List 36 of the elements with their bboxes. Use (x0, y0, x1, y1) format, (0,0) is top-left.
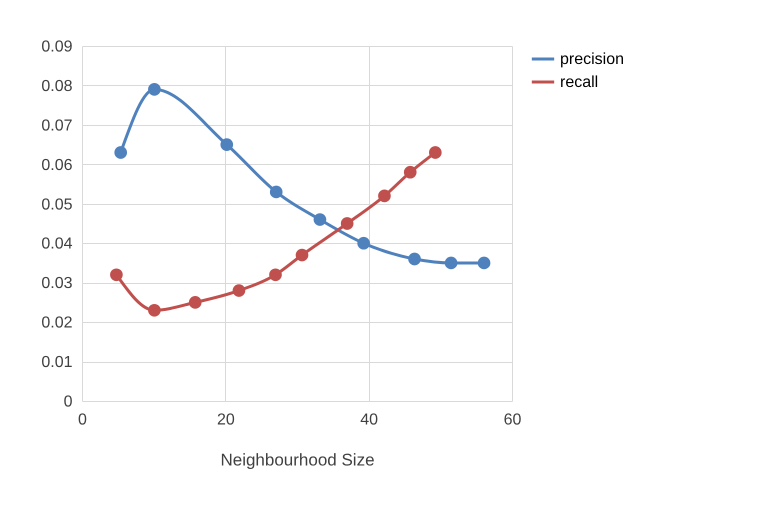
point (478, 256, 490, 270)
y-tick-label: 0.06 (41, 156, 73, 174)
x-axis-title: Neighbourhood Size (220, 450, 375, 470)
point (296, 248, 308, 262)
point (270, 186, 283, 198)
x-tick-label: 20 (216, 412, 235, 428)
point (188, 296, 202, 309)
point (148, 304, 161, 317)
point (378, 190, 391, 202)
y-tick-label: 0.05 (41, 196, 73, 214)
point (408, 252, 421, 266)
y-tick-label: 0.02 (41, 314, 73, 332)
point (340, 217, 354, 230)
point (220, 138, 234, 151)
point (428, 146, 442, 159)
point (269, 268, 282, 282)
y-tick-label: 0.09 (41, 38, 73, 56)
y-tick-label: 0.03 (41, 275, 73, 292)
y-tick-label: 0 (64, 394, 73, 410)
x-tick-label: 40 (360, 412, 378, 428)
point (357, 236, 370, 250)
y-tick-label: 0.04 (41, 236, 73, 253)
x-tick-label: 60 (504, 412, 522, 428)
point (232, 284, 246, 297)
legend-label: precision (560, 51, 624, 68)
point (314, 213, 326, 226)
point (444, 256, 458, 270)
point (114, 146, 128, 159)
y-tick-label: 0.07 (41, 117, 73, 134)
point (404, 166, 417, 179)
x-tick-label: 0 (78, 412, 88, 428)
legend-label: recall (560, 74, 598, 91)
y-tick-label: 0.08 (41, 78, 73, 95)
point (110, 268, 123, 282)
y-tick-label: 0.01 (41, 354, 73, 372)
point (148, 83, 161, 96)
